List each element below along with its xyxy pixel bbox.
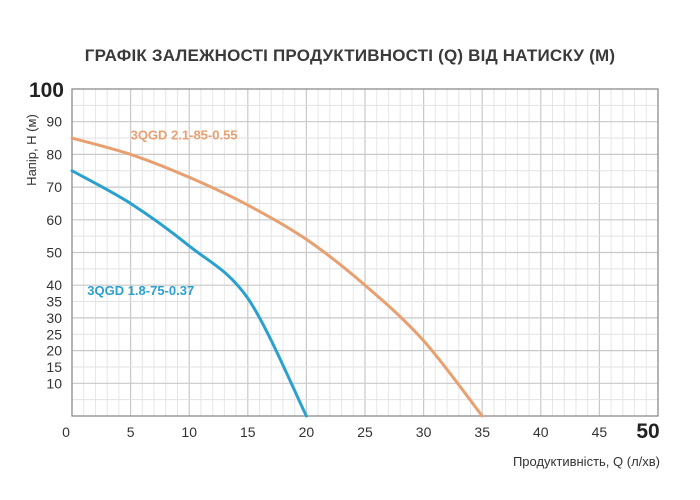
y-tick-label: 40 bbox=[46, 277, 62, 293]
series-label: 3QGD 1.8-75-0.37 bbox=[87, 283, 194, 298]
x-tick-label: 25 bbox=[357, 424, 373, 440]
y-tick-label: 35 bbox=[46, 294, 62, 310]
y-tick-label: 80 bbox=[46, 146, 62, 162]
y-tick-label: 25 bbox=[46, 326, 62, 342]
y-tick-label: 100 bbox=[29, 79, 64, 102]
y-axis-label: Напір, Н (м) bbox=[24, 114, 39, 186]
series-line bbox=[70, 169, 308, 418]
y-tick-label: 70 bbox=[46, 179, 62, 195]
plot-frame bbox=[71, 88, 659, 417]
series-line bbox=[70, 136, 484, 418]
y-tick-label: 20 bbox=[46, 343, 62, 359]
x-tick-label: 15 bbox=[240, 424, 256, 440]
x-tick-label: 10 bbox=[181, 424, 197, 440]
x-tick-label: 50 bbox=[636, 420, 659, 443]
x-tick-label: 20 bbox=[299, 424, 315, 440]
chart-title: ГРАФІК ЗАЛЕЖНОСТІ ПРОДУКТИВНОСТІ (Q) ВІД… bbox=[84, 46, 616, 65]
x-axis-label: Продуктивність, Q (л/хв) bbox=[513, 454, 660, 469]
y-tick-label: 30 bbox=[46, 310, 62, 326]
x-tick-label: 5 bbox=[127, 424, 135, 440]
y-tick-label: 90 bbox=[46, 114, 62, 130]
x-tick-label: 30 bbox=[416, 424, 432, 440]
y-tick-label: 60 bbox=[46, 212, 62, 228]
x-tick-label: 45 bbox=[592, 424, 608, 440]
y-tick-label: 15 bbox=[46, 359, 62, 375]
x-tick-label: 40 bbox=[533, 424, 549, 440]
y-tick-label: 10 bbox=[46, 375, 62, 391]
series-label: 3QGD 2.1-85-0.55 bbox=[131, 128, 238, 143]
x-tick-label: 35 bbox=[474, 424, 490, 440]
y-tick-label: 50 bbox=[46, 245, 62, 261]
x-tick-label: 0 bbox=[62, 424, 70, 440]
